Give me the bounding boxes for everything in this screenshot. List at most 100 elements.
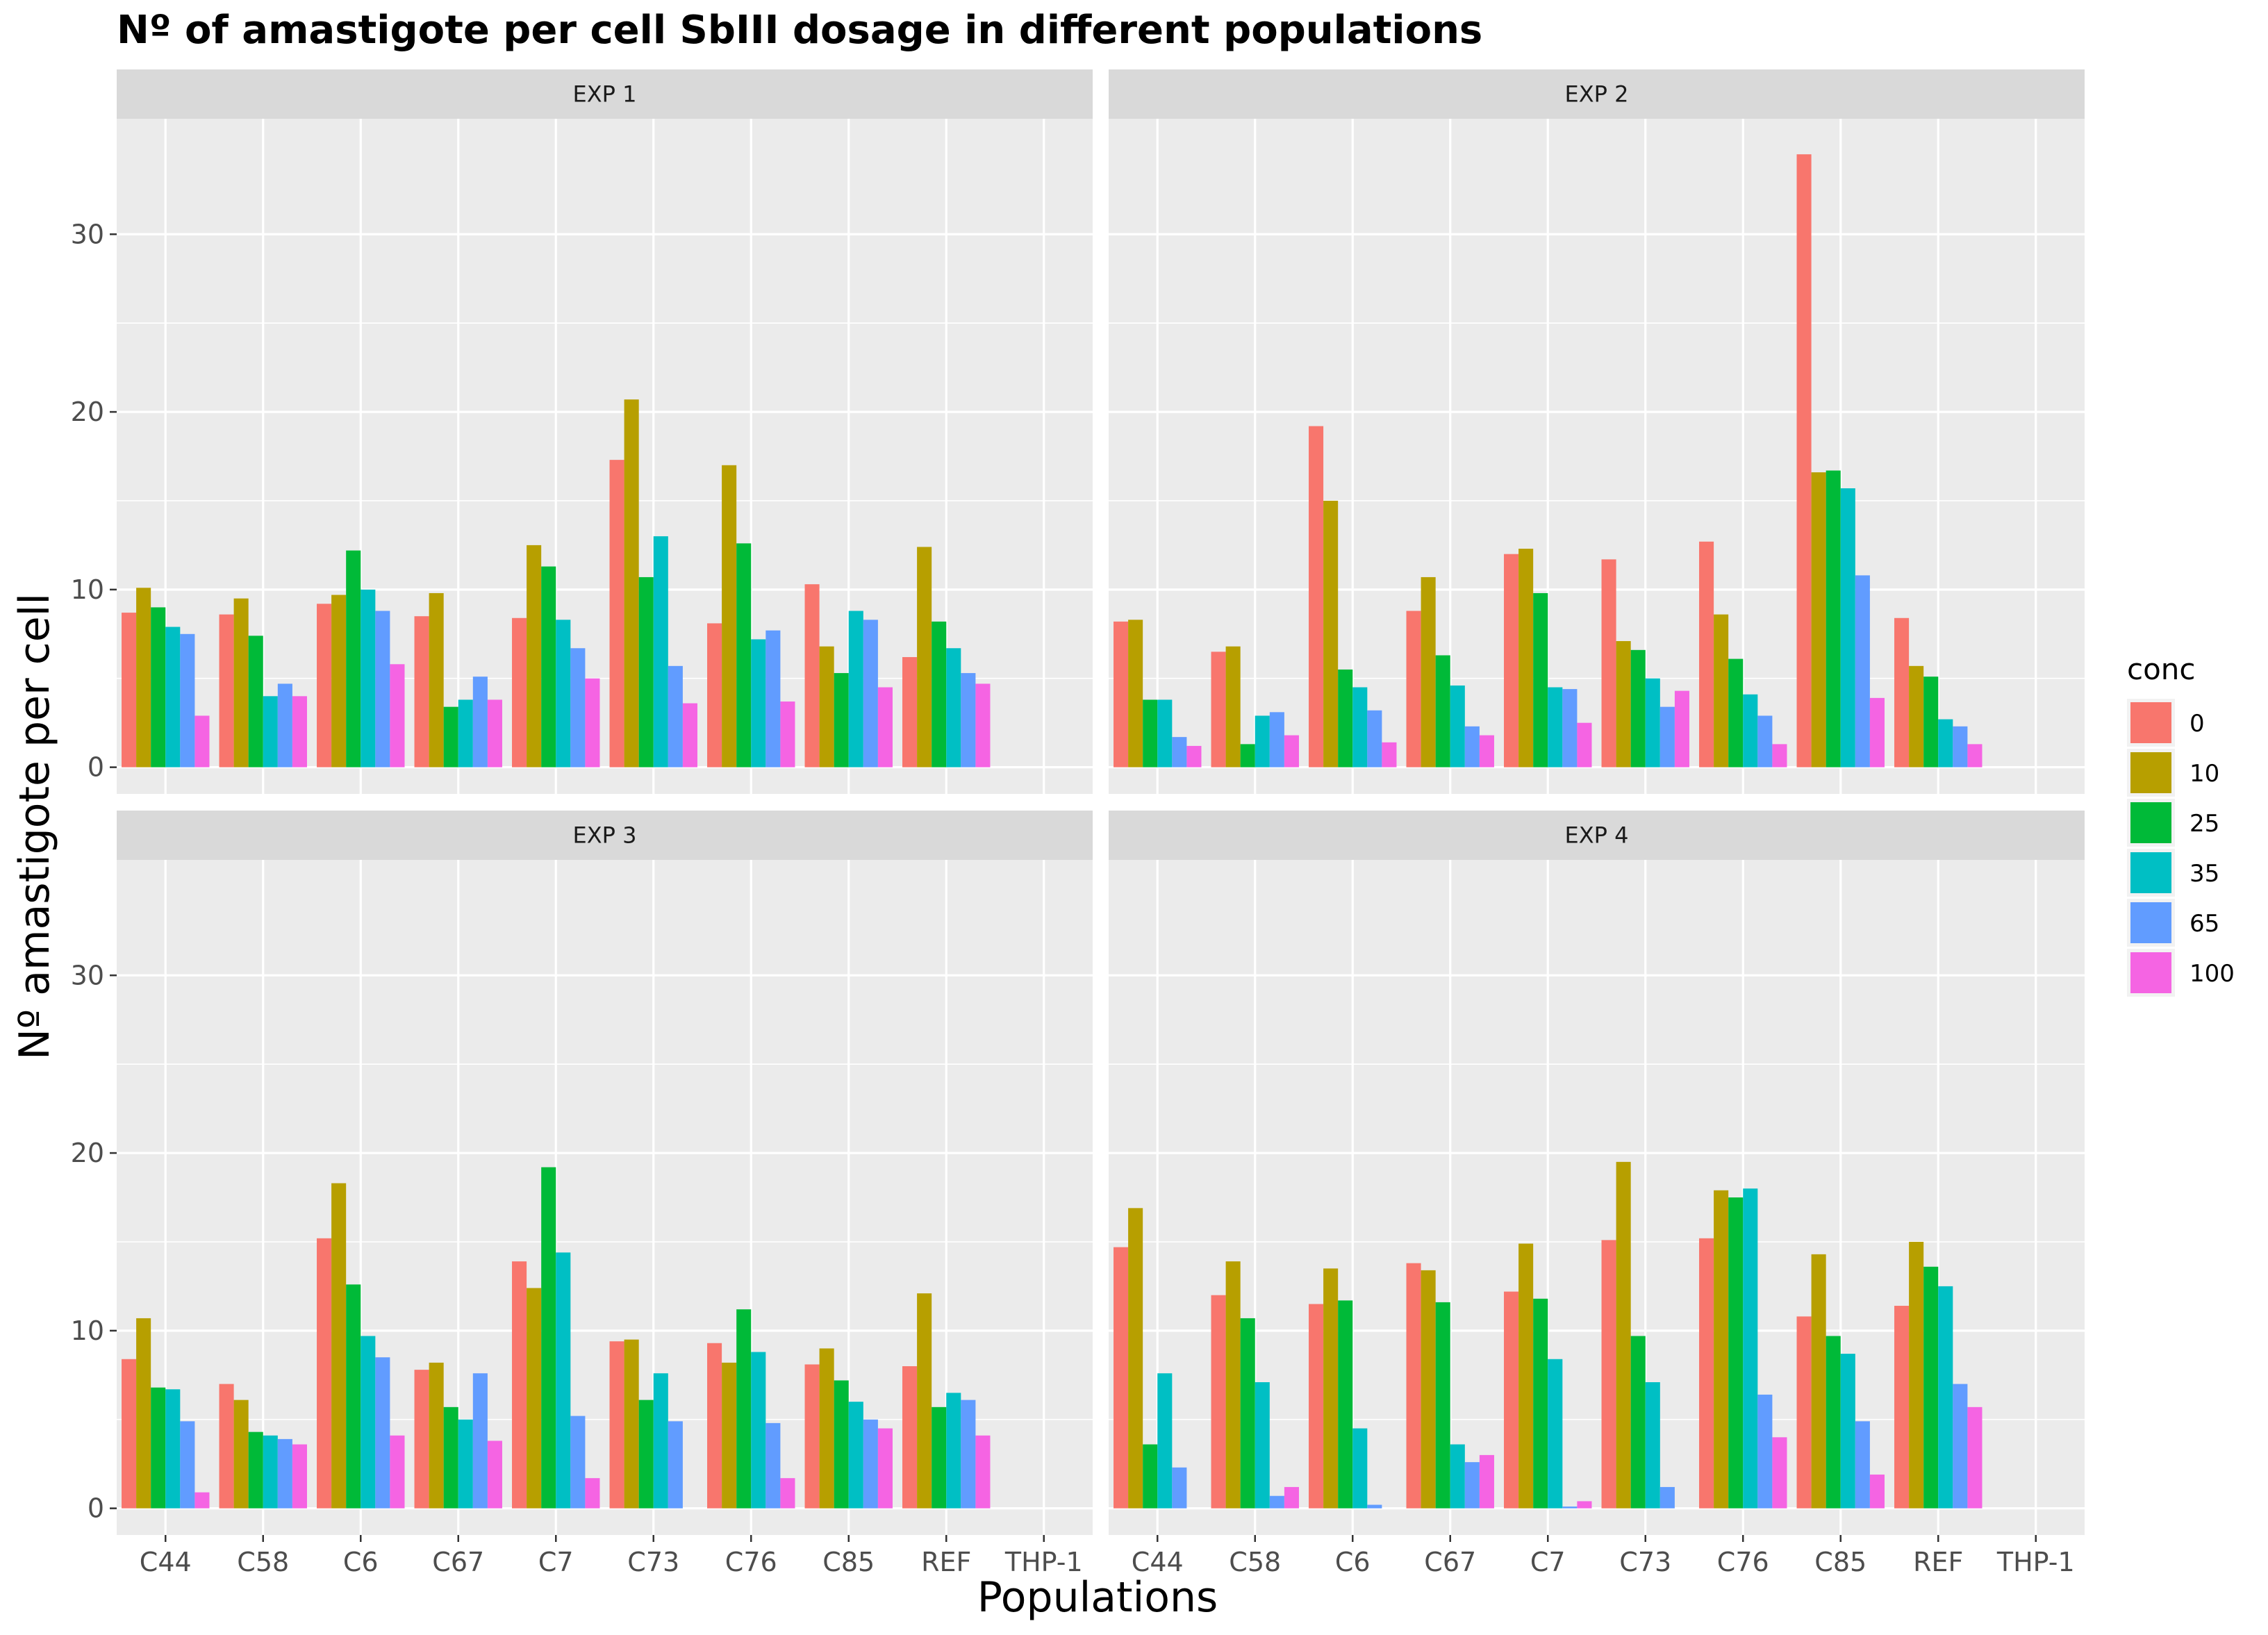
bar [1645,1382,1660,1509]
bar [361,1336,376,1509]
bar [1518,549,1534,767]
bar [472,677,488,767]
bar [1826,1336,1841,1509]
x-tick-label: C44 [140,1547,192,1577]
x-axis-tick-labels: C44 C58 C6 C67 C7 C73 C76 C85 REF THP-1 C44 C58 C6 C6… [140,1535,2075,1577]
bar [1211,651,1226,767]
bar [1894,617,1910,767]
legend-label: 10 [2190,760,2219,788]
legend-label: 65 [2190,910,2219,938]
y-tick-label: 10 [71,574,104,605]
bar [1255,1382,1270,1509]
bar [194,1492,210,1509]
x-axis-title: Populations [977,1573,1218,1622]
legend-label: 0 [2190,710,2205,738]
bar [541,1167,556,1509]
bar [1659,1486,1675,1509]
y-tick-label: 10 [71,1316,104,1346]
bar [1772,1437,1787,1509]
bar [1382,742,1397,767]
x-tick-label: C76 [1717,1547,1769,1577]
facet-strip-label: EXP 4 [1565,822,1629,849]
bar [165,1389,181,1509]
bar [1577,1501,1592,1509]
bar [1240,1318,1255,1509]
x-tick-label: THP-1 [1996,1547,2075,1577]
bar [668,1421,683,1509]
bar [1894,1306,1910,1509]
x-tick-label: C6 [343,1547,379,1577]
bar [1406,611,1421,767]
bar [1128,620,1143,767]
bar [1225,646,1241,767]
bar [180,633,195,767]
facet-strip [1109,811,2085,860]
bar [472,1373,488,1509]
facet-strip [1109,69,2085,119]
bar [1967,1406,1983,1509]
bar [1743,694,1758,767]
bar [1743,1188,1758,1509]
x-tick-label: C44 [1132,1547,1184,1577]
bar [1855,1421,1870,1509]
bar [1504,1291,1519,1509]
bar [1967,744,1983,767]
bar [1699,1238,1714,1509]
bar [1840,1354,1855,1509]
bar [638,576,654,767]
bar [1406,1263,1421,1509]
x-tick-label: REF [1913,1547,1963,1577]
bar [487,699,502,767]
legend: conc 0 10 25 35 65 100 [2127,652,2235,997]
bar [136,588,151,767]
bar [570,1416,586,1509]
bar [624,399,639,767]
bar [1728,1197,1744,1509]
bar [1240,744,1255,767]
bar [917,547,932,767]
bar [1338,669,1353,767]
bar [1323,500,1339,767]
bar [346,550,361,767]
bar [1352,687,1368,767]
bar [1114,1247,1129,1509]
bar [1601,559,1616,767]
bar [556,1252,571,1509]
x-tick-label: C73 [627,1547,679,1577]
legend-swatch [2130,952,2171,993]
bar [1811,472,1826,767]
facet-strip-label: EXP 3 [573,822,637,849]
bar [1435,655,1450,767]
bar [390,664,405,767]
bar [1601,1240,1616,1509]
bar [1157,1373,1173,1509]
bar [1143,699,1158,767]
bar [512,1261,527,1509]
bar [609,1341,624,1509]
bar [902,1366,918,1509]
bar [1309,1304,1324,1509]
facet-strip [117,69,1093,119]
bar [487,1441,502,1509]
bar [1840,488,1855,767]
bar [1338,1300,1353,1509]
bar [1645,678,1660,767]
bar [975,683,991,767]
bar [458,699,473,767]
bar [1855,575,1870,767]
bar [1630,649,1646,767]
bar [1772,744,1787,767]
bar [194,715,210,767]
facet-strip-label: EXP 2 [1565,81,1629,108]
bar [1128,1208,1143,1509]
bar [1630,1336,1646,1509]
bar [556,620,571,767]
bar [1284,1486,1299,1509]
bar [233,598,249,767]
bar [1714,614,1729,767]
bar [1923,677,1939,767]
bar [263,696,278,767]
bar [1909,665,1924,767]
bar [1562,689,1578,767]
bar [834,1380,849,1509]
